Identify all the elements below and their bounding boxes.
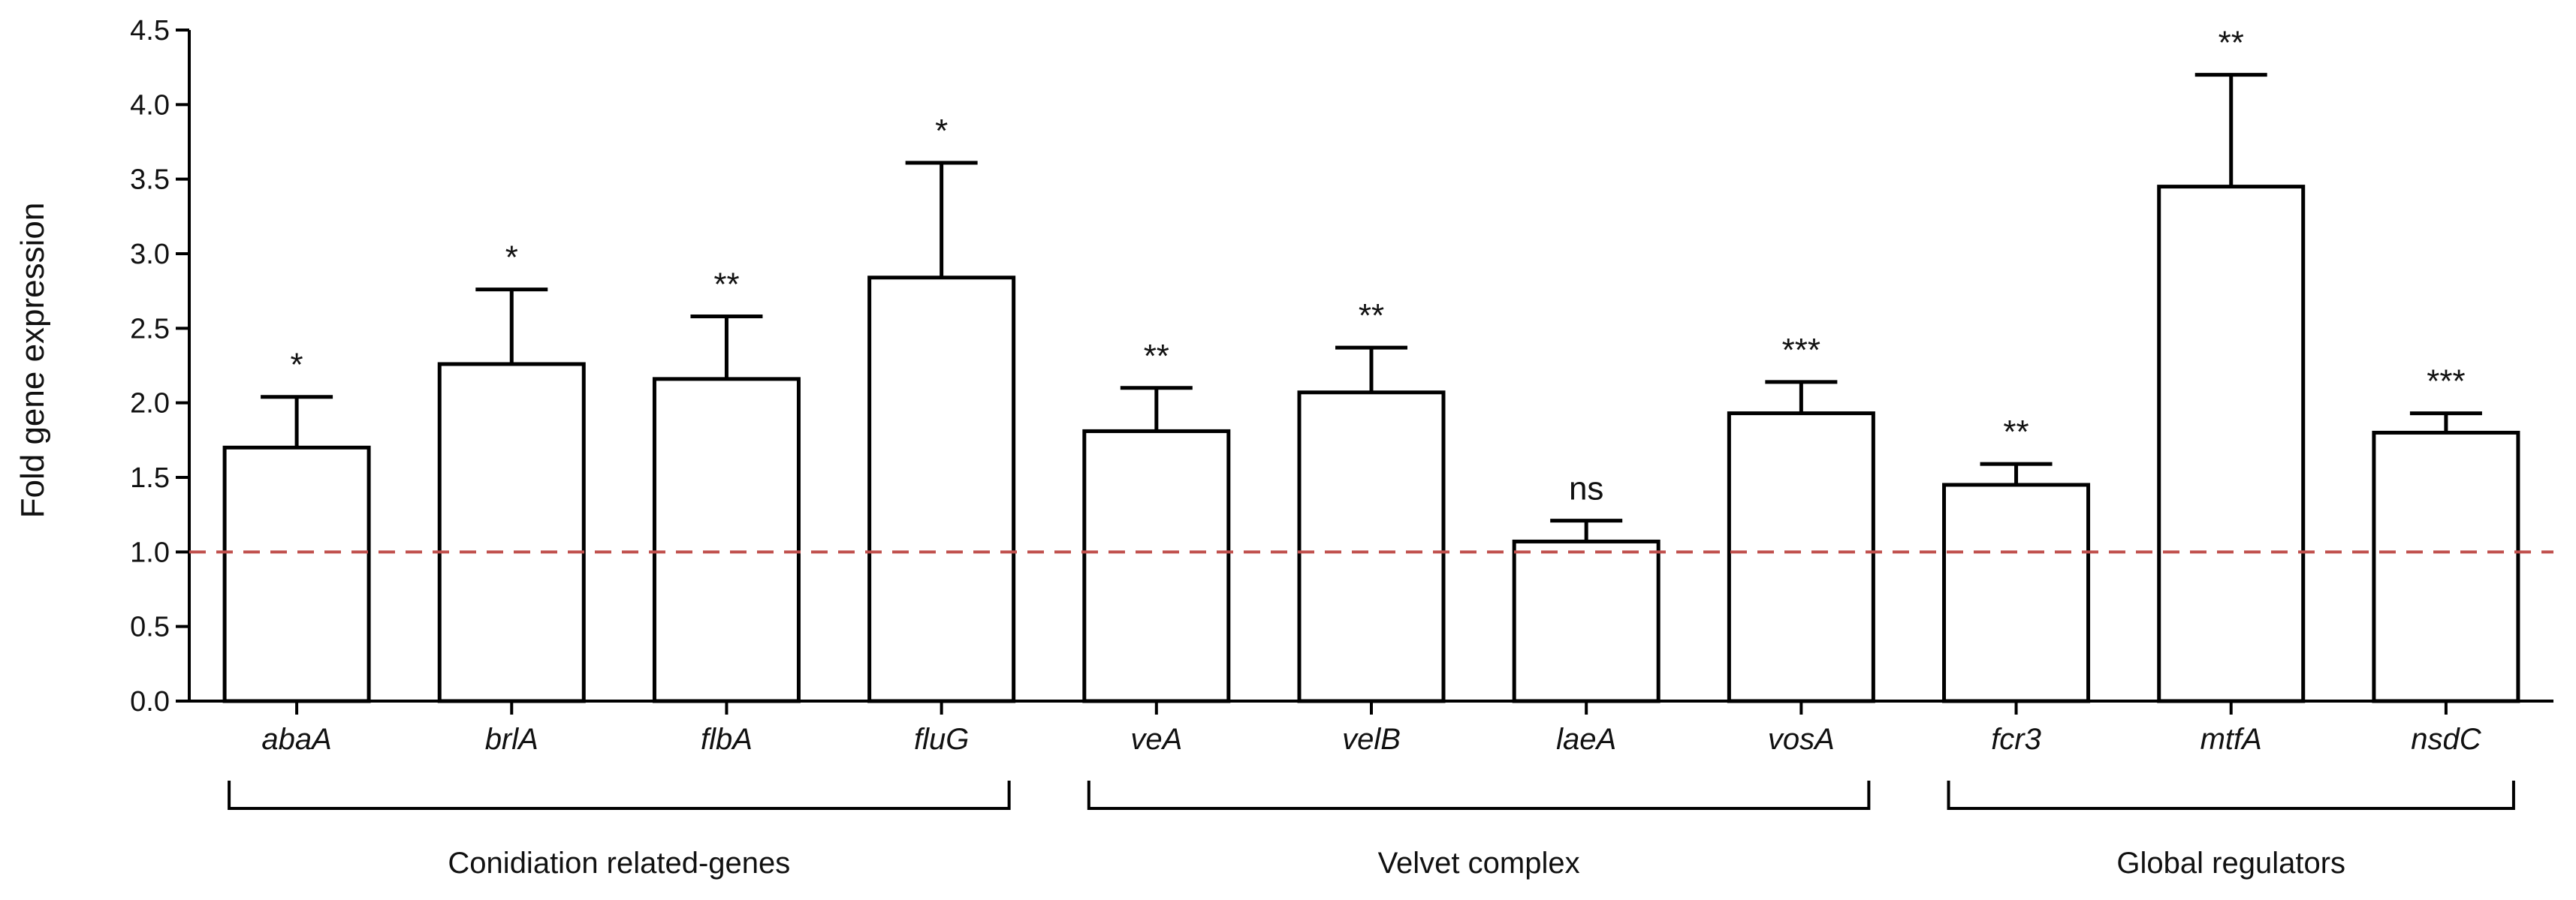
significance-label-fcr3: ** [2003, 414, 2029, 450]
y-tick-label: 2.0 [130, 388, 170, 420]
y-axis-label: Fold gene expression [14, 203, 51, 519]
x-tick-label-mtfA: mtfA [2200, 723, 2262, 756]
x-tick-label-laeA: laeA [1556, 723, 1616, 756]
bar-brlA [437, 362, 586, 703]
y-tick-label: 4.0 [130, 89, 170, 121]
significance-label-fluG: * [935, 113, 948, 149]
x-tick-label-vosA: vosA [1768, 723, 1835, 756]
y-tick-label: 3.5 [130, 164, 170, 196]
group-bracket [1947, 781, 2515, 810]
x-tick-label-nsdC: nsdC [2411, 723, 2481, 756]
y-tick-label: 2.5 [130, 313, 170, 345]
significance-label-nsdC: *** [2427, 363, 2465, 400]
bar-abaA [222, 445, 371, 703]
bar-vosA [1727, 411, 1875, 703]
category-groups: Conidiation related-genes Velvet complex G… [228, 781, 2515, 880]
bar-veA [1082, 429, 1231, 703]
significance-label-abaA: * [291, 347, 303, 384]
bar-nsdC [2372, 430, 2520, 703]
bar-fluG [867, 275, 1016, 703]
x-tick-label-abaA: abaA [261, 723, 331, 756]
significance-label-vosA: *** [1782, 332, 1820, 369]
significance-label-velB: ** [1359, 297, 1384, 334]
x-tick-label-velB: velB [1342, 723, 1401, 756]
x-axis: abaA brlA flbA fluG veA velB laeA vosA fcr3 mtfA n… [189, 700, 2553, 756]
bar-laeA [1512, 539, 1661, 703]
group-bracket [228, 781, 1011, 810]
significance-label-mtfA: ** [2219, 25, 2244, 62]
significance-label-brlA: * [505, 239, 518, 276]
group-bracket [1087, 781, 1871, 810]
y-tick-label: 0.5 [130, 612, 170, 643]
x-tick-label-veA: veA [1130, 723, 1182, 756]
x-tick-label-brlA: brlA [485, 723, 538, 756]
significance-label-laeA: ns [1569, 471, 1603, 507]
group-label: Conidiation related-genes [448, 847, 790, 880]
significance-label-veA: ** [1144, 338, 1169, 375]
x-tick-label-fcr3: fcr3 [1991, 723, 2041, 756]
x-tick-label-flbA: flbA [701, 723, 753, 756]
y-tick-label: 3.0 [130, 239, 170, 270]
y-axis: 0.0 0.5 1.0 1.5 2.0 2.5 3.0 3.5 4.0 4.5 [130, 15, 191, 718]
x-tick-label-fluG: fluG [914, 723, 969, 756]
significance-label-flbA: ** [713, 266, 739, 303]
bar-fcr3 [1942, 483, 2091, 703]
bar-mtfA [2157, 185, 2306, 703]
bars: *********ns********** [189, 25, 2553, 703]
y-tick-label: 0.0 [130, 686, 170, 718]
y-tick-label: 4.5 [130, 15, 170, 47]
y-tick-label: 1.0 [130, 537, 170, 568]
bar-velB [1297, 390, 1446, 703]
group-label: Global regulators [2116, 847, 2345, 880]
group-label: Velvet complex [1378, 847, 1580, 880]
bar-flbA [652, 377, 801, 703]
y-tick-label: 1.5 [130, 462, 170, 494]
